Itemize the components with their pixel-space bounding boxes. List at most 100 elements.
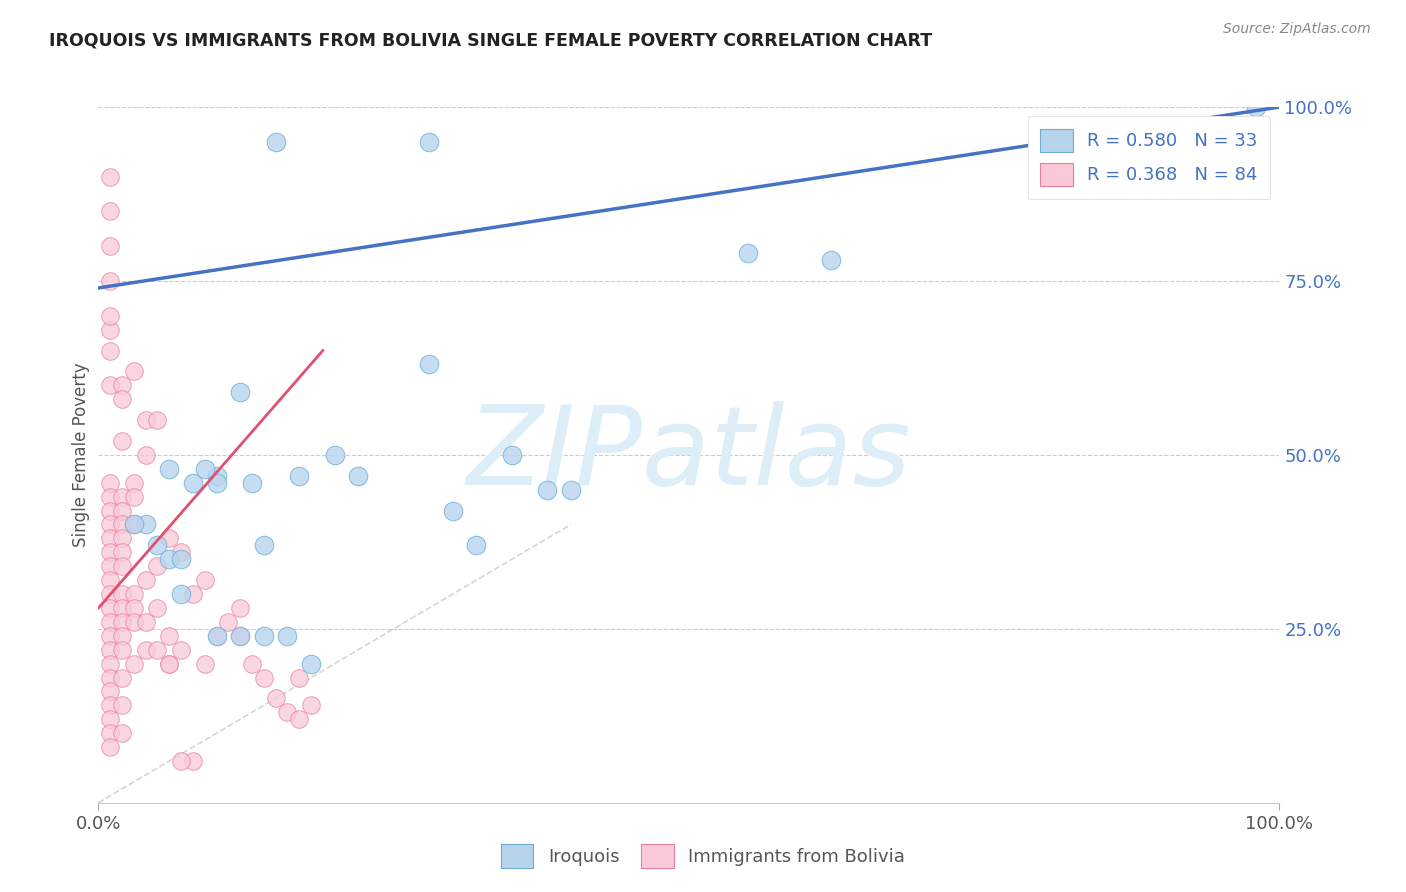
Point [111, 559, 134, 574]
Point [560, 483, 582, 497]
Point [111, 490, 134, 504]
Point [536, 483, 558, 497]
Point [181, 587, 204, 601]
Point [122, 490, 145, 504]
Point [276, 629, 298, 643]
Point [299, 698, 322, 713]
Point [157, 462, 180, 476]
Point [98, 587, 121, 601]
Text: Source: ZipAtlas.com: Source: ZipAtlas.com [1223, 22, 1371, 37]
Point [253, 629, 276, 643]
Point [501, 448, 523, 462]
Point [111, 587, 134, 601]
Point [276, 706, 298, 720]
Point [181, 754, 204, 768]
Legend: R = 0.580   N = 33, R = 0.368   N = 84: R = 0.580 N = 33, R = 0.368 N = 84 [1028, 116, 1271, 199]
Point [122, 601, 145, 615]
Point [347, 468, 370, 483]
Point [205, 468, 228, 483]
Point [111, 545, 134, 559]
Point [135, 448, 157, 462]
Point [98, 517, 121, 532]
Point [111, 392, 134, 407]
Point [737, 246, 759, 260]
Point [98, 323, 121, 337]
Point [98, 601, 121, 615]
Point [98, 343, 121, 358]
Point [135, 615, 157, 629]
Point [98, 559, 121, 574]
Point [122, 517, 145, 532]
Point [122, 657, 145, 671]
Point [146, 642, 169, 657]
Point [240, 475, 263, 490]
Point [288, 671, 311, 685]
Point [157, 552, 180, 566]
Point [229, 629, 252, 643]
Point [98, 378, 121, 392]
Text: IROQUOIS VS IMMIGRANTS FROM BOLIVIA SINGLE FEMALE POVERTY CORRELATION CHART: IROQUOIS VS IMMIGRANTS FROM BOLIVIA SING… [49, 31, 932, 49]
Point [98, 615, 121, 629]
Point [98, 274, 121, 288]
Point [111, 517, 134, 532]
Point [240, 657, 263, 671]
Point [146, 413, 169, 427]
Point [135, 573, 157, 587]
Point [98, 740, 121, 755]
Point [111, 698, 134, 713]
Point [229, 601, 252, 615]
Point [111, 503, 134, 517]
Point [1244, 100, 1267, 114]
Point [194, 573, 217, 587]
Point [217, 615, 239, 629]
Point [122, 587, 145, 601]
Point [418, 135, 440, 149]
Point [288, 712, 311, 726]
Point [111, 726, 134, 740]
Point [122, 615, 145, 629]
Point [122, 517, 145, 532]
Point [194, 657, 217, 671]
Point [170, 552, 193, 566]
Point [170, 642, 193, 657]
Point [98, 671, 121, 685]
Point [253, 671, 276, 685]
Point [98, 573, 121, 587]
Point [146, 601, 169, 615]
Point [205, 475, 228, 490]
Point [98, 698, 121, 713]
Point [264, 691, 287, 706]
Point [205, 629, 228, 643]
Point [253, 538, 276, 552]
Point [299, 657, 322, 671]
Point [157, 657, 180, 671]
Point [98, 657, 121, 671]
Point [111, 601, 134, 615]
Point [146, 538, 169, 552]
Point [157, 532, 180, 546]
Point [98, 309, 121, 323]
Point [820, 253, 842, 268]
Point [111, 615, 134, 629]
Point [111, 532, 134, 546]
Point [111, 671, 134, 685]
Point [98, 204, 121, 219]
Point [98, 642, 121, 657]
Point [323, 448, 346, 462]
Point [122, 475, 145, 490]
Point [111, 629, 134, 643]
Point [98, 490, 121, 504]
Point [98, 239, 121, 253]
Point [98, 712, 121, 726]
Point [181, 475, 204, 490]
Point [465, 538, 488, 552]
Point [170, 587, 193, 601]
Point [135, 642, 157, 657]
Point [157, 657, 180, 671]
Point [146, 559, 169, 574]
Point [111, 434, 134, 448]
Point [288, 468, 311, 483]
Point [98, 532, 121, 546]
Point [122, 364, 145, 378]
Point [111, 378, 134, 392]
